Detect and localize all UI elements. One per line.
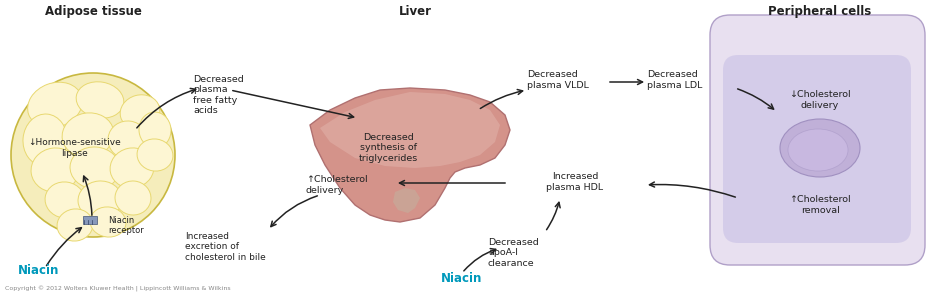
Text: Niacin: Niacin (441, 271, 483, 285)
Ellipse shape (110, 148, 154, 188)
Circle shape (11, 73, 175, 237)
Ellipse shape (78, 181, 122, 219)
Text: Adipose tissue: Adipose tissue (45, 5, 141, 18)
Ellipse shape (780, 119, 860, 177)
Ellipse shape (108, 121, 148, 159)
Ellipse shape (137, 139, 173, 171)
Polygon shape (320, 92, 500, 168)
Ellipse shape (62, 113, 114, 157)
Text: Liver: Liver (399, 5, 431, 18)
Ellipse shape (120, 95, 160, 129)
Text: Decreased
apoA-I
clearance: Decreased apoA-I clearance (488, 238, 539, 268)
Ellipse shape (70, 147, 120, 189)
Text: Decreased
plasma LDL: Decreased plasma LDL (647, 70, 702, 90)
Ellipse shape (45, 182, 85, 218)
Ellipse shape (31, 148, 79, 192)
Polygon shape (393, 188, 420, 213)
Text: Decreased
plasma
free fatty
acids: Decreased plasma free fatty acids (193, 75, 243, 115)
Ellipse shape (90, 207, 126, 237)
Ellipse shape (57, 209, 93, 241)
Bar (83, 216, 97, 224)
Text: Increased
plasma HDL: Increased plasma HDL (547, 172, 604, 192)
Ellipse shape (139, 112, 171, 148)
Polygon shape (310, 88, 510, 222)
FancyBboxPatch shape (710, 15, 925, 265)
Text: Decreased
plasma VLDL: Decreased plasma VLDL (527, 70, 589, 90)
Ellipse shape (115, 181, 151, 215)
Ellipse shape (788, 129, 848, 171)
Text: Niacin
receptor: Niacin receptor (108, 216, 144, 235)
FancyBboxPatch shape (723, 55, 911, 243)
Text: Decreased
synthesis of
triglycerides: Decreased synthesis of triglycerides (358, 133, 417, 163)
Ellipse shape (76, 82, 124, 118)
Ellipse shape (28, 82, 82, 128)
Ellipse shape (23, 114, 67, 166)
Text: ↑Cholesterol
removal: ↑Cholesterol removal (789, 195, 851, 215)
Text: Niacin: Niacin (18, 263, 59, 277)
Text: Peripheral cells: Peripheral cells (768, 5, 871, 18)
Text: ↓Cholesterol
delivery: ↓Cholesterol delivery (789, 90, 851, 110)
Text: ↑Cholesterol
delivery: ↑Cholesterol delivery (306, 175, 368, 195)
Text: Copyright © 2012 Wolters Kluwer Health | Lippincott Williams & Wilkins: Copyright © 2012 Wolters Kluwer Health |… (5, 286, 230, 292)
Text: Increased
excretion of
cholesterol in bile: Increased excretion of cholesterol in bi… (185, 232, 266, 262)
Text: ↓Hormone-sensitive
lipase: ↓Hormone-sensitive lipase (29, 138, 122, 158)
